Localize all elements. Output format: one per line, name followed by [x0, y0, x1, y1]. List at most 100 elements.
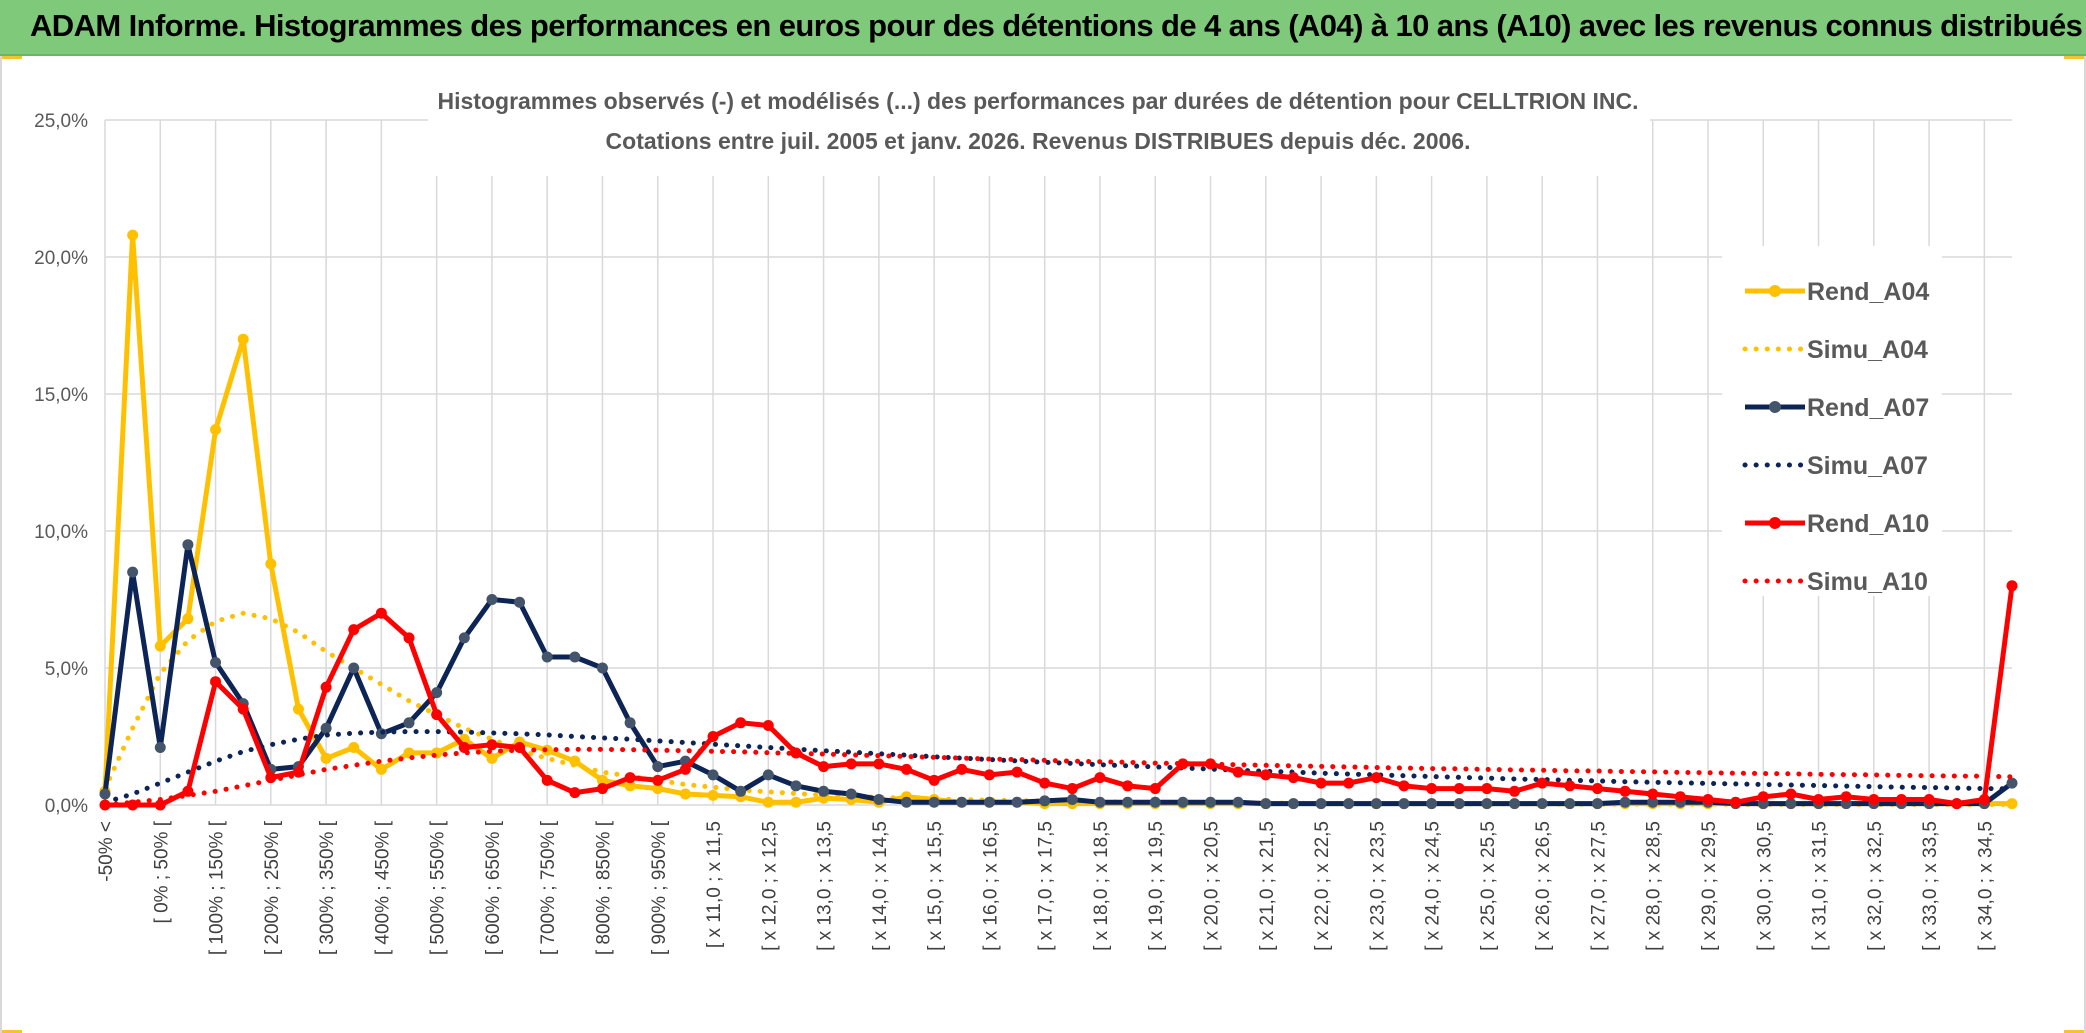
data-point-rend-a07	[2006, 777, 2018, 789]
histogram-line-chart: 0,0% 5,0% 10,0% 15,0% 20,0% 25,0% -50% < [ 0% ;…	[34, 78, 2018, 955]
data-point-rend-a07	[1785, 798, 1797, 810]
data-point-rend-a10	[1370, 772, 1382, 784]
data-point-rend-a10	[956, 763, 968, 775]
data-point-rend-a10	[873, 758, 885, 770]
data-point-rend-a10	[928, 774, 940, 786]
data-point-rend-a04	[624, 780, 636, 792]
legend-label: Rend_A07	[1807, 394, 1929, 422]
data-point-rend-a04	[182, 613, 194, 625]
data-point-rend-a07	[1094, 796, 1106, 808]
data-point-rend-a10	[1951, 798, 1963, 810]
data-point-rend-a10	[1868, 794, 1880, 806]
data-point-rend-a10	[624, 772, 636, 784]
x-tick-label: [ x 22,0 ; x 22,5	[1312, 821, 1333, 951]
y-tick-label: 5,0%	[45, 659, 88, 680]
data-point-rend-a07	[1619, 796, 1631, 808]
legend-marker	[1769, 401, 1781, 413]
y-tick-label: 0,0%	[45, 796, 88, 817]
data-point-rend-a07	[403, 717, 415, 729]
page-title: ADAM Informe. Histogrammes des performan…	[30, 8, 2083, 43]
data-point-rend-a10	[1978, 794, 1990, 806]
data-point-rend-a04	[292, 703, 304, 715]
legend-marker	[1769, 285, 1781, 297]
x-tick-label: [ 500% ; 550% [	[428, 820, 449, 955]
data-point-rend-a10	[375, 607, 387, 619]
corner-accent-left	[0, 56, 22, 59]
x-tick-label: [ x 18,0 ; x 18,5	[1091, 821, 1112, 951]
x-tick-label: [ 700% ; 750% [	[538, 820, 559, 955]
data-point-rend-a07	[486, 594, 498, 605]
series-lines	[99, 229, 2018, 811]
data-point-rend-a04	[679, 788, 691, 800]
x-tick-label: [ x 19,0 ; x 19,5	[1146, 821, 1167, 951]
data-point-rend-a07	[99, 788, 111, 800]
x-tick-label: [ 300% ; 350% [	[317, 820, 338, 955]
data-point-rend-a10	[1619, 785, 1631, 797]
data-point-rend-a07	[845, 788, 857, 800]
data-point-rend-a07	[873, 794, 885, 806]
data-point-rend-a04	[265, 558, 277, 570]
data-point-rend-a10	[431, 709, 443, 721]
data-point-rend-a07	[154, 741, 166, 753]
data-point-rend-a10	[1564, 780, 1576, 792]
data-point-rend-a10	[818, 761, 830, 773]
data-point-rend-a10	[1287, 772, 1299, 784]
series-line-rend-a07	[102, 542, 2014, 807]
data-point-rend-a07	[1122, 796, 1134, 808]
data-point-rend-a07	[514, 596, 526, 608]
data-point-rend-a10	[1149, 783, 1161, 795]
x-tick-label: [ 0% ; 50% [	[151, 820, 172, 923]
data-point-rend-a04	[2006, 798, 2018, 810]
data-point-rend-a04	[790, 796, 802, 808]
series-line-rend-a10	[105, 585, 2015, 808]
x-tick-label: [ x 25,0 ; x 25,5	[1478, 821, 1499, 951]
data-point-rend-a10	[237, 703, 249, 715]
data-point-rend-a07	[1370, 798, 1382, 810]
data-point-rend-a10	[2006, 580, 2018, 592]
data-point-rend-a10	[1923, 794, 1935, 806]
data-point-rend-a07	[1426, 798, 1438, 810]
legend-label: Rend_A04	[1807, 278, 1929, 306]
data-point-rend-a10	[1011, 766, 1023, 778]
x-tick-label: [ x 30,0 ; x 30,5	[1754, 821, 1775, 951]
y-tick-label: 10,0%	[34, 522, 88, 543]
data-point-rend-a10	[541, 774, 553, 786]
legend-marker	[1769, 517, 1781, 529]
data-point-rend-a10	[1647, 788, 1659, 800]
data-point-rend-a07	[1481, 798, 1493, 810]
data-point-rend-a07	[1177, 796, 1189, 808]
chart-frame	[0, 56, 2086, 1033]
x-tick-label: [ x 14,0 ; x 14,5	[870, 821, 891, 951]
data-point-rend-a10	[1591, 783, 1603, 795]
data-point-rend-a10	[569, 787, 581, 799]
data-point-rend-a04	[486, 752, 498, 764]
data-point-rend-a04	[348, 741, 360, 753]
data-point-rend-a10	[1481, 783, 1493, 795]
data-point-rend-a10	[1895, 794, 1907, 806]
y-tick-label: 25,0%	[34, 111, 88, 132]
series-line-simu-a07	[102, 729, 2015, 805]
data-point-rend-a04	[652, 783, 664, 795]
x-tick-label: -50% <	[96, 821, 117, 882]
data-point-rend-a07	[818, 785, 830, 797]
data-point-rend-a10	[210, 676, 222, 688]
data-point-rend-a04	[237, 333, 249, 345]
x-tick-label: [ x 26,0 ; x 26,5	[1533, 821, 1554, 951]
corner-accent-right	[2064, 56, 2086, 59]
data-point-rend-a10	[790, 747, 802, 759]
y-tick-label: 20,0%	[34, 248, 88, 269]
chart-subtitle: Cotations entre juil. 2005 et janv. 2026…	[606, 128, 1471, 154]
axes: 0,0% 5,0% 10,0% 15,0% 20,0% 25,0% -50% < [ 0% ;…	[34, 111, 1996, 955]
data-point-rend-a10	[1343, 777, 1355, 789]
header-bar: ADAM Informe. Histogrammes des performan…	[0, 0, 2086, 56]
data-point-rend-a07	[1591, 798, 1603, 810]
data-point-rend-a07	[1536, 798, 1548, 810]
data-point-rend-a04	[127, 229, 139, 241]
data-point-rend-a10	[127, 799, 139, 811]
data-point-rend-a10	[735, 717, 747, 729]
x-tick-label: [ x 28,0 ; x 28,5	[1644, 821, 1665, 951]
data-point-rend-a07	[1453, 798, 1465, 810]
data-point-rend-a10	[707, 731, 719, 742]
data-point-rend-a10	[1177, 758, 1189, 770]
data-point-rend-a10	[1122, 780, 1134, 792]
